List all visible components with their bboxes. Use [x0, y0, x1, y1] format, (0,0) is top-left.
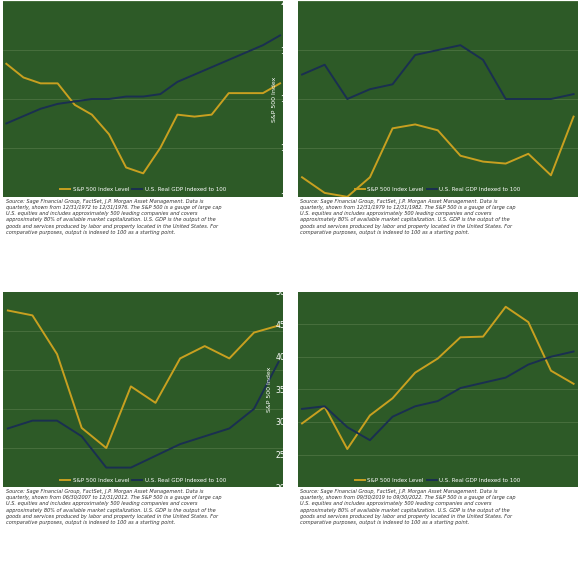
Legend: S&P 500 Index Level, U.S. Real GDP Indexed to 100: S&P 500 Index Level, U.S. Real GDP Index… — [59, 186, 228, 194]
Legend: S&P 500 Index Level, U.S. Real GDP Indexed to 100: S&P 500 Index Level, U.S. Real GDP Index… — [59, 476, 228, 484]
Y-axis label: U.S. GDP: U.S. GDP — [303, 85, 309, 113]
Text: Source: Sage Financial Group, FactSet, J.P. Morgan Asset Management. Data is
qua: Source: Sage Financial Group, FactSet, J… — [6, 489, 221, 525]
Title: COVID Market Sell-Off: COVID Market Sell-Off — [382, 280, 494, 289]
Y-axis label: U.S. GDP: U.S. GDP — [303, 375, 309, 403]
Text: Source: Sage Financial Group, FactSet, J.P. Morgan Asset Management. Data is
qua: Source: Sage Financial Group, FactSet, J… — [300, 489, 516, 525]
Title: Global Financial Crisis: Global Financial Crisis — [87, 280, 199, 289]
Y-axis label: S&P 500 Index: S&P 500 Index — [267, 367, 272, 412]
Legend: S&P 500 Index Level, U.S. Real GDP Indexed to 100: S&P 500 Index Level, U.S. Real GDP Index… — [353, 476, 522, 484]
Y-axis label: S&P 500 Index: S&P 500 Index — [272, 76, 278, 122]
Text: Source: Sage Financial Group, FactSet, J.P. Morgan Asset Management. Data is
qua: Source: Sage Financial Group, FactSet, J… — [300, 199, 516, 235]
Text: Source: Sage Financial Group, FactSet, J.P. Morgan Asset Management. Data is
qua: Source: Sage Financial Group, FactSet, J… — [6, 199, 221, 235]
Legend: S&P 500 Index Level, U.S. Real GDP Indexed to 100: S&P 500 Index Level, U.S. Real GDP Index… — [353, 186, 522, 194]
